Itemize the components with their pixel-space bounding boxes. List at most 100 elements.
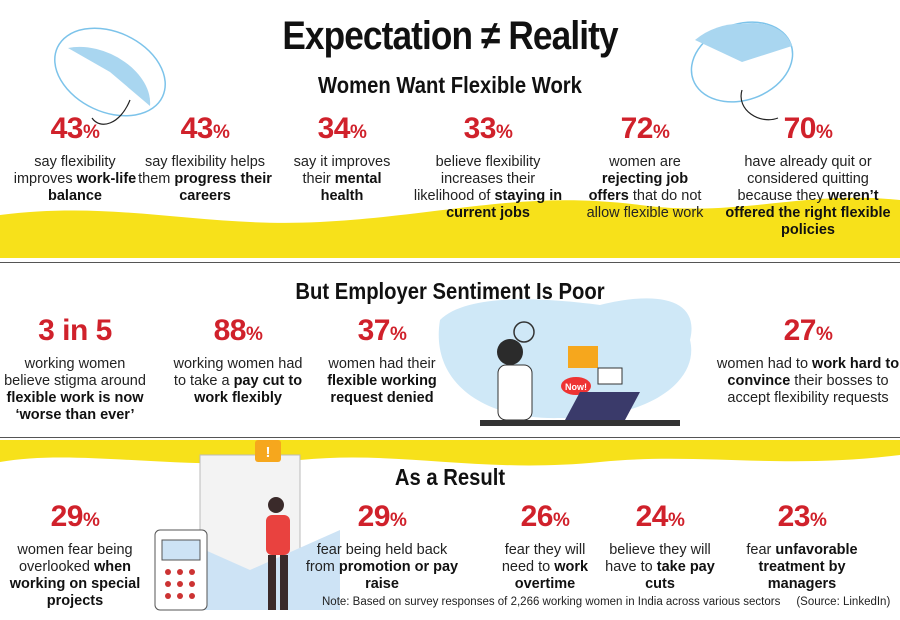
pie-chart-icon-left — [54, 27, 166, 125]
stat-number: 33 — [463, 112, 497, 145]
stat-item: 72% women are rejecting job offers that d… — [580, 112, 710, 222]
stat-number: 27 — [783, 314, 817, 347]
stat-value: 72% — [580, 112, 710, 150]
stat-description-text: have already quit or considered quitting… — [737, 154, 872, 204]
stat-unit: % — [82, 122, 100, 143]
stat-description-emphasis: unfavorable treatment by managers — [758, 542, 858, 592]
stat-item: 24% believe they will have to take pay cu… — [600, 500, 720, 593]
stat-description-text: fear they will need to — [501, 542, 586, 575]
stat-unit: % — [82, 510, 100, 531]
stat-value: 34% — [282, 112, 402, 150]
stat-description-text: women fear being overlooked — [17, 542, 133, 575]
stat-number: 43 — [50, 112, 84, 145]
stat-item: 43% say flexibility helps them progress t… — [135, 112, 275, 205]
section-heading-result: As a Result — [394, 464, 506, 490]
section-heading-employer-sentiment: But Employer Sentiment Is Poor — [295, 278, 605, 304]
stat-description-emphasis: flexible work is now ‘worse than ever’ — [6, 390, 144, 423]
alert-icon: ! — [266, 444, 271, 461]
stat-description-text: say flexibility helps them — [138, 154, 266, 187]
stat-description: say flexibility improves work-life balan… — [5, 154, 145, 205]
stat-description: believe they will have to take pay cuts — [600, 542, 720, 593]
stat-number: 88 — [213, 314, 247, 347]
stat-number: 3 in 5 — [38, 314, 112, 347]
stat-description-text: believe they will have to — [605, 542, 711, 575]
stat-number: 24 — [635, 500, 669, 533]
stat-description-text: women had to — [716, 356, 813, 372]
stat-value: 70% — [723, 112, 893, 150]
stat-description: fear being held back from promotion or p… — [302, 542, 462, 593]
stat-value: 3 in 5 — [0, 314, 150, 352]
stat-description-text: working women believe stigma around — [4, 356, 146, 389]
stat-description-emphasis: mental health — [320, 171, 382, 204]
woman-phone-illustration: ! — [154, 440, 340, 611]
stat-description-text: women had their — [328, 356, 436, 372]
yellow-wave-bottom — [0, 440, 900, 466]
yellow-wave-top — [0, 197, 900, 258]
stat-description: fear unfavorable treatment by managers — [737, 542, 867, 593]
stat-item: 29% women fear being overlooked when work… — [5, 500, 145, 610]
stat-unit: % — [495, 122, 513, 143]
stat-item: 29% fear being held back from promotion o… — [302, 500, 462, 593]
stat-description-text: working women had to take a — [173, 356, 303, 389]
stat-description-emphasis: take pay cuts — [645, 559, 715, 592]
stat-description-emphasis: work hard to convince — [727, 356, 900, 389]
stat-unit: % — [212, 122, 230, 143]
stat-unit: % — [652, 122, 670, 143]
stat-description: working women had to take a pay cut to w… — [168, 356, 308, 407]
stat-description: women had to work hard to convince their… — [713, 356, 900, 407]
stat-description: say flexibility helps them progress thei… — [135, 154, 275, 205]
stat-description: have already quit or considered quitting… — [723, 154, 893, 239]
stat-description-emphasis: rejecting job offers — [588, 171, 689, 204]
stat-number: 29 — [357, 500, 391, 533]
pie-chart-icon-right — [690, 21, 794, 121]
stat-number: 23 — [777, 500, 811, 533]
stat-item: 70% have already quit or considered quitt… — [723, 112, 893, 239]
stat-description: women are rejecting job offers that do n… — [580, 154, 710, 222]
stat-item: 3 in 5 working women believe stigma aroun… — [0, 314, 150, 424]
now-bubble-label: Now! — [565, 382, 587, 392]
stat-description-text: say it improves their — [293, 154, 391, 187]
stat-description-emphasis: work-life balance — [48, 171, 137, 204]
stat-unit: % — [667, 510, 685, 531]
stat-unit: % — [815, 122, 833, 143]
stat-value: 43% — [135, 112, 275, 150]
stat-description: women fear being overlooked when working… — [5, 542, 145, 610]
page-title: Expectation ≠ Reality — [282, 14, 618, 58]
stat-description-text: fear being held back from — [305, 542, 448, 575]
stat-unit: % — [809, 510, 827, 531]
stat-value: 29% — [5, 500, 145, 538]
stat-description-emphasis: pay cut to work flexibly — [194, 373, 303, 406]
stat-item: 26% fear they will need to work overtime — [490, 500, 600, 593]
stat-description: believe flexibility increases their like… — [413, 154, 563, 222]
section-divider — [0, 437, 900, 438]
stat-value: 37% — [312, 314, 452, 352]
stat-description-text: women are — [609, 154, 681, 170]
stressed-woman-laptop-illustration: Now! — [438, 298, 692, 426]
stat-description: fear they will need to work overtime — [490, 542, 600, 593]
stat-description-emphasis: weren’t offered the right flexible polic… — [725, 188, 891, 238]
stat-description-text: their bosses to accept flexibility reque… — [727, 373, 889, 406]
stat-unit: % — [245, 324, 263, 345]
stat-number: 70 — [783, 112, 817, 145]
stat-unit: % — [552, 510, 570, 531]
section-heading-flexible-work: Women Want Flexible Work — [318, 72, 582, 98]
footnote: Note: Based on survey responses of 2,266… — [322, 596, 890, 608]
stat-number: 43 — [180, 112, 214, 145]
stat-item: 43% say flexibility improves work-life ba… — [5, 112, 145, 205]
stat-item: 37% women had their flexible working requ… — [312, 314, 452, 407]
stat-description-emphasis: when working on special projects — [9, 559, 141, 609]
section-divider — [0, 262, 900, 263]
stat-item: 27% women had to work hard to convince th… — [713, 314, 900, 407]
stat-item: 88% working women had to take a pay cut t… — [168, 314, 308, 407]
stat-value: 23% — [737, 500, 867, 538]
stat-description-text: that do not allow flexible work — [586, 188, 704, 221]
stat-description-emphasis: promotion or pay raise — [338, 559, 459, 592]
stat-item: 34% say it improves their mental health — [282, 112, 402, 205]
stat-number: 29 — [50, 500, 84, 533]
stat-description-emphasis: work overtime — [514, 559, 589, 592]
stat-unit: % — [815, 324, 833, 345]
stat-item: 33% believe flexibility increases their l… — [413, 112, 563, 222]
stat-number: 34 — [317, 112, 351, 145]
source-credit: (Source: LinkedIn) — [796, 596, 891, 608]
